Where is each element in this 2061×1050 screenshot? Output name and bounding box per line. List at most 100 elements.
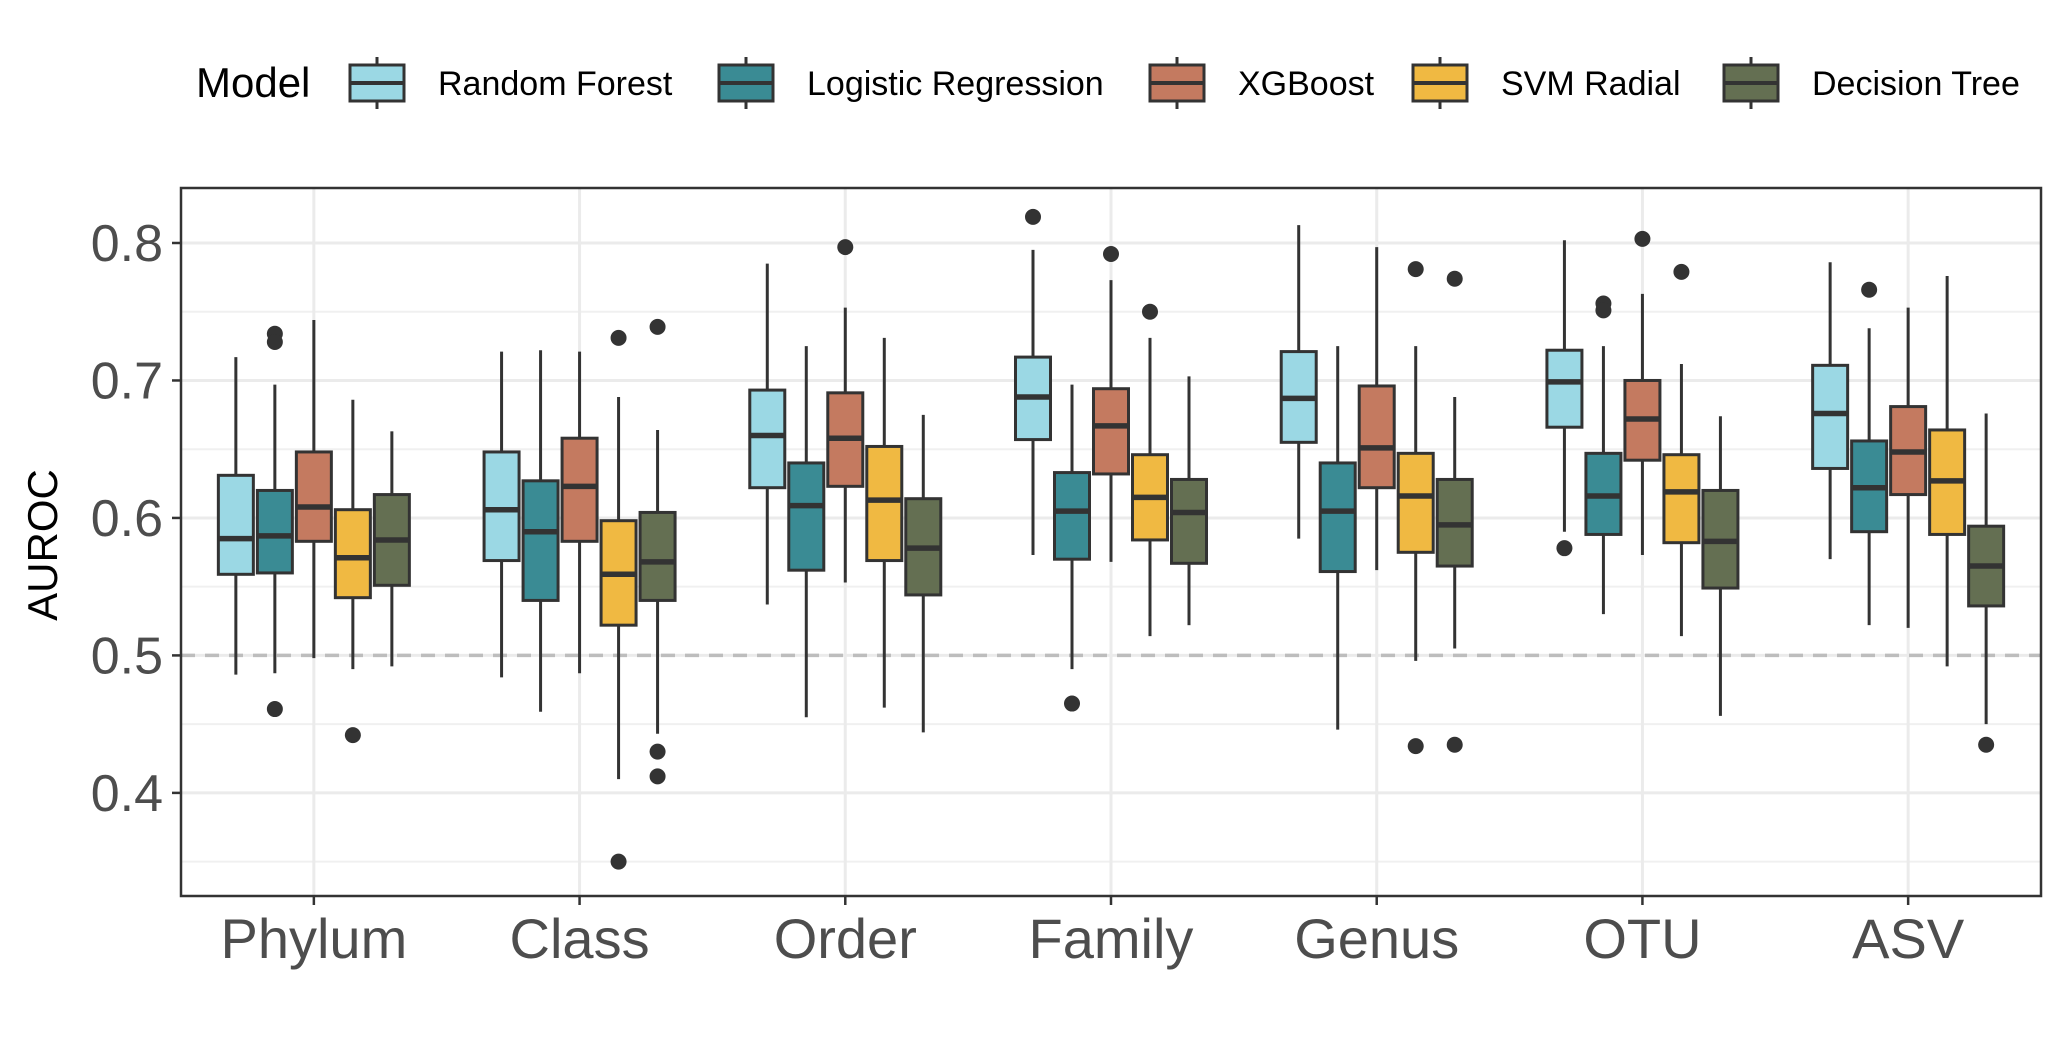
outlier-point: [1978, 736, 1995, 753]
box-asv-xgboost: [1889, 307, 1928, 628]
outlier-point: [1103, 245, 1119, 262]
outlier-point: [266, 701, 283, 718]
iqr-box: [1662, 453, 1701, 545]
legend-item-decision-tree: Decision Tree: [1722, 57, 2020, 109]
legend-label: Logistic Regression: [807, 65, 1104, 103]
box-otu-logistic-regression: [1584, 295, 1623, 615]
iqr-box: [865, 444, 904, 563]
box-phylum-random-forest: [216, 357, 255, 675]
legend-item-xgboost: XGBoost: [1148, 57, 1375, 109]
iqr-box: [333, 508, 372, 600]
legend-label: SVM Radial: [1501, 65, 1681, 103]
iqr-box: [1545, 348, 1584, 429]
outlier-point: [1407, 261, 1424, 278]
y-tick-label: 0.6: [91, 490, 163, 548]
legend-item-svm-radial: SVM Radial: [1411, 57, 1681, 109]
box-genus-xgboost: [1357, 247, 1396, 571]
legend-key: [1411, 57, 1469, 109]
series-svm-radial: [333, 261, 1967, 870]
box-order-logistic-regression: [787, 346, 826, 718]
plot-area: 0.4 0.5 0.6 0.7 0.8 Phylum Class Order Family Gen…: [91, 186, 2043, 970]
iqr-box: [1357, 384, 1396, 490]
iqr-box: [1053, 471, 1091, 561]
y-axis-title: AUROC: [19, 469, 66, 621]
box-order-decision-tree: [904, 414, 943, 733]
iqr-box: [560, 436, 599, 543]
x-tick-label-family: Family: [1029, 907, 1194, 970]
box-otu-xgboost: [1623, 230, 1662, 556]
box-family-decision-tree: [1170, 376, 1208, 626]
legend: Model Random Forest Logistic Regression XG…: [196, 57, 2020, 109]
box-genus-random-forest: [1279, 225, 1318, 539]
iqr-box: [255, 488, 294, 575]
outlier-point: [610, 853, 627, 870]
iqr-box: [1396, 451, 1435, 554]
box-asv-svm-radial: [1928, 275, 1967, 667]
box-genus-logistic-regression: [1318, 346, 1357, 730]
iqr-box: [1170, 477, 1208, 565]
outlier-point: [1064, 695, 1080, 712]
box-order-random-forest: [748, 263, 787, 605]
outlier-point: [1446, 736, 1463, 753]
x-tick-label-class: Class: [510, 907, 650, 970]
legend-key: [717, 57, 775, 109]
legend-title: Model: [196, 59, 310, 106]
box-order-svm-radial: [865, 337, 904, 708]
outlier-point: [610, 329, 627, 346]
box-phylum-xgboost: [294, 319, 333, 659]
box-phylum-svm-radial: [333, 399, 372, 744]
box-family-logistic-regression: [1053, 384, 1091, 712]
series-logistic-regression: [255, 281, 1889, 730]
outlier-point: [649, 318, 666, 335]
outlier-point: [1446, 270, 1463, 287]
legend-item-logistic-regression: Logistic Regression: [717, 57, 1104, 109]
iqr-box: [1092, 387, 1130, 476]
outlier-point: [1556, 540, 1573, 557]
legend-label: Decision Tree: [1812, 65, 2020, 103]
box-otu-decision-tree: [1701, 416, 1740, 716]
legend-label: XGBoost: [1238, 65, 1375, 103]
box-asv-random-forest: [1811, 262, 1850, 560]
box-class-svm-radial: [599, 329, 638, 870]
box-genus-svm-radial: [1396, 261, 1435, 755]
outlier-point: [837, 239, 854, 256]
iqr-box: [216, 473, 255, 576]
outlier-point: [1861, 281, 1878, 298]
box-order-xgboost: [826, 239, 865, 583]
box-asv-decision-tree: [1967, 413, 2006, 753]
box-otu-random-forest: [1545, 240, 1584, 557]
legend-key: [1722, 57, 1780, 109]
y-tick-label: 0.7: [91, 352, 163, 410]
box-asv-logistic-regression: [1850, 281, 1889, 626]
box-class-logistic-regression: [521, 350, 560, 712]
iqr-box: [521, 479, 560, 602]
box-family-svm-radial: [1131, 303, 1169, 637]
box-class-random-forest: [482, 351, 521, 678]
y-tick-label: 0.5: [91, 627, 163, 685]
series-random-forest: [216, 208, 1850, 678]
iqr-box: [748, 388, 787, 490]
series-xgboost: [294, 230, 1928, 674]
iqr-box: [294, 450, 333, 543]
legend-key: [1148, 57, 1206, 109]
legend-label: Random Forest: [438, 65, 673, 103]
outlier-point: [1673, 263, 1690, 280]
box-otu-svm-radial: [1662, 263, 1701, 637]
iqr-box: [1318, 461, 1357, 574]
outlier-point: [1634, 230, 1651, 247]
outlier-point: [1407, 738, 1424, 755]
y-tick-label: 0.8: [91, 215, 163, 273]
box-genus-decision-tree: [1435, 270, 1474, 753]
outlier-point: [1142, 303, 1158, 320]
x-tick-label-genus: Genus: [1294, 907, 1459, 970]
outlier-point: [649, 768, 666, 785]
box-class-decision-tree: [638, 318, 677, 785]
box-class-xgboost: [560, 351, 599, 674]
legend-key: [348, 57, 406, 109]
x-tick-label-phylum: Phylum: [220, 907, 407, 970]
x-tick-label-order: Order: [774, 907, 917, 970]
legend-item-random-forest: Random Forest: [348, 57, 673, 109]
outlier-point: [266, 333, 283, 350]
